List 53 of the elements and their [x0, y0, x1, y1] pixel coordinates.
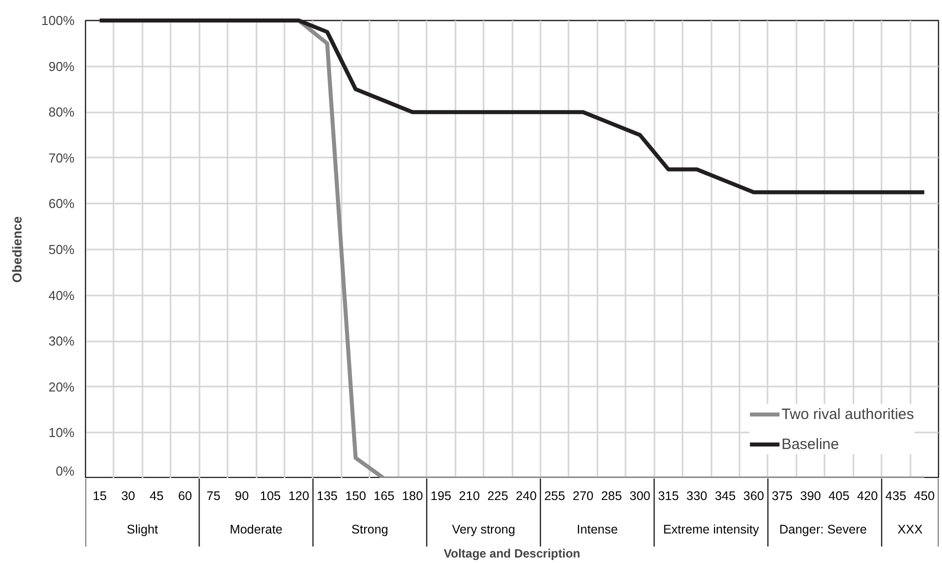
x-tick-label: 345 — [714, 489, 736, 503]
text: Slight — [126, 522, 159, 536]
text: Very strong — [452, 522, 516, 536]
x-tick-label: 255 — [544, 489, 566, 503]
text: Moderate — [230, 522, 283, 536]
x-tick-label: 60 — [178, 489, 192, 503]
x-tick-label: 30 — [121, 489, 136, 503]
text: XXX — [898, 522, 924, 536]
x-tick-label: 225 — [487, 489, 508, 503]
x-tick-label: 285 — [601, 489, 622, 503]
x-tick-label: 135 — [316, 489, 338, 503]
x-tick-label: 15 — [92, 489, 107, 503]
y-tick-label: 50% — [48, 242, 75, 257]
text: Strong — [351, 522, 388, 536]
y-tick-label: 30% — [48, 334, 75, 349]
x-tick-label: 420 — [856, 489, 878, 503]
x-tick-label: 300 — [630, 489, 650, 503]
y-tick-label: 20% — [48, 379, 75, 394]
x-tick-label: 180 — [402, 489, 423, 503]
y-tick-label: 90% — [48, 58, 75, 74]
x-tick-label: 90 — [234, 489, 249, 503]
x-tick-label: 450 — [914, 489, 935, 503]
x-tick-label: 165 — [374, 489, 395, 503]
text: Intense — [576, 522, 618, 536]
x-tick-label: 150 — [345, 489, 366, 503]
x-tick-label: 375 — [772, 489, 793, 503]
legend-label: Two rival authorities — [781, 406, 914, 422]
y-tick-label: 10% — [48, 425, 75, 440]
x-tick-label: 105 — [260, 489, 281, 503]
x-axis-title: Voltage and Description — [444, 546, 580, 560]
text: Danger: Severe — [779, 522, 867, 536]
y-tick-label: 100% — [41, 13, 75, 28]
x-tick-label: 195 — [430, 489, 452, 503]
x-tick-label: 330 — [686, 489, 708, 503]
x-tick-label: 120 — [288, 489, 310, 503]
y-tick-label: 80% — [48, 104, 75, 120]
x-tick-label: 45 — [150, 489, 164, 503]
x-tick-label: 360 — [743, 489, 764, 503]
legend-label: Baseline — [781, 436, 839, 452]
y-tick-label: 0% — [56, 464, 75, 478]
y-axis-title: Obedience — [9, 216, 24, 283]
x-tick-label: 270 — [572, 489, 594, 503]
x-tick-label: 75 — [206, 489, 220, 503]
x-tick-label: 315 — [658, 489, 679, 503]
x-tick-label: 210 — [458, 489, 480, 503]
x-tick-label: 240 — [516, 489, 537, 503]
text: Extreme intensity — [663, 522, 760, 536]
y-tick-label: 70% — [48, 150, 75, 166]
x-tick-label: 435 — [885, 489, 906, 503]
x-tick-label: 390 — [800, 489, 822, 503]
x-tick-label: 405 — [828, 489, 850, 503]
y-tick-label: 60% — [48, 196, 75, 212]
y-tick-label: 40% — [48, 288, 75, 303]
